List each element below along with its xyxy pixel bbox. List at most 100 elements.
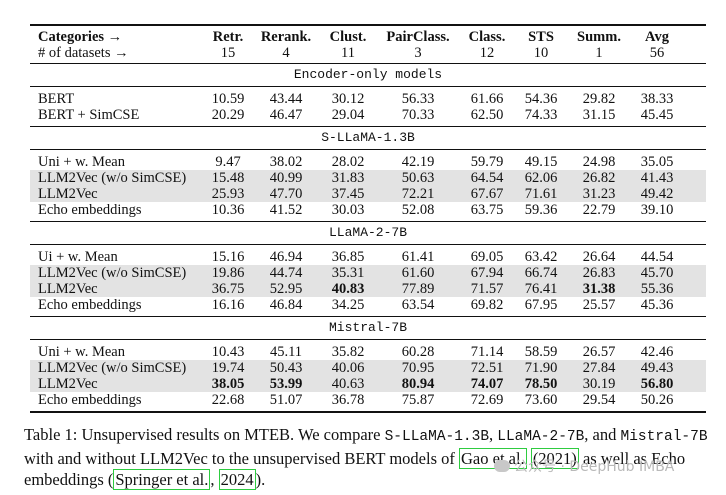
row-highlight bbox=[30, 265, 706, 281]
table-cell: 75.87 bbox=[401, 392, 435, 408]
header-label: Categories → bbox=[38, 29, 123, 45]
table-cell: 59.79 bbox=[470, 154, 504, 170]
table-rule bbox=[30, 244, 706, 245]
model-name-llama2: LLaMA-2-7B bbox=[497, 429, 585, 445]
row-label: # of datasets → bbox=[38, 45, 129, 61]
table-cell: 40.63 bbox=[331, 376, 365, 392]
table-cell: 25.57 bbox=[582, 297, 616, 313]
table-rule bbox=[30, 221, 706, 222]
table-cell: 35.31 bbox=[331, 265, 365, 281]
table-cell: 71.57 bbox=[470, 281, 504, 297]
row-label: BERT bbox=[38, 91, 75, 107]
table-cell: 15 bbox=[220, 45, 236, 61]
table-cell: 49.42 bbox=[640, 186, 674, 202]
row-label: Echo embeddings bbox=[38, 392, 142, 408]
table-rule bbox=[30, 24, 706, 26]
row-label: BERT + SimCSE bbox=[38, 107, 140, 123]
table-cell: 52.08 bbox=[401, 202, 435, 218]
header-cell: Clust. bbox=[329, 29, 367, 45]
table-cell: 56 bbox=[649, 45, 665, 61]
row-highlight bbox=[30, 186, 706, 202]
table-cell: 60.28 bbox=[401, 344, 435, 360]
table-cell: 38.33 bbox=[640, 91, 674, 107]
table-cell: 59.36 bbox=[524, 202, 558, 218]
table-cell: 10.43 bbox=[211, 344, 245, 360]
table-cell: 19.74 bbox=[211, 360, 245, 376]
section-title: LLaMA-2-7B bbox=[328, 225, 407, 240]
table-cell: 39.10 bbox=[640, 202, 674, 218]
table-cell: 62.50 bbox=[470, 107, 504, 123]
table-cell: 38.02 bbox=[269, 154, 303, 170]
table-cell: 10 bbox=[533, 45, 549, 61]
table-cell: 76.41 bbox=[524, 281, 558, 297]
table-cell: 53.99 bbox=[269, 376, 303, 392]
table-cell: 78.50 bbox=[524, 376, 558, 392]
table-cell: 69.82 bbox=[470, 297, 504, 313]
table-cell: 10.36 bbox=[211, 202, 245, 218]
table-rule bbox=[30, 316, 706, 317]
table-rule bbox=[30, 411, 706, 413]
table-cell: 3 bbox=[414, 45, 422, 61]
row-label: Uni + w. Mean bbox=[38, 154, 125, 170]
table-cell: 31.23 bbox=[582, 186, 616, 202]
table-cell: 31.38 bbox=[582, 281, 616, 297]
table-cell: 49.15 bbox=[524, 154, 558, 170]
table-cell: 43.44 bbox=[269, 91, 303, 107]
table-cell: 72.21 bbox=[401, 186, 435, 202]
header-cell: Class. bbox=[468, 29, 506, 45]
table-cell: 45.36 bbox=[640, 297, 674, 313]
table-cell: 11 bbox=[341, 45, 355, 61]
table-cell: 26.83 bbox=[582, 265, 616, 281]
table-cell: 51.07 bbox=[269, 392, 303, 408]
table-cell: 69.05 bbox=[470, 249, 504, 265]
table-cell: 55.36 bbox=[640, 281, 674, 297]
wechat-icon bbox=[494, 460, 510, 472]
table-cell: 41.52 bbox=[269, 202, 303, 218]
table-cell: 30.03 bbox=[331, 202, 365, 218]
table-cell: 36.78 bbox=[331, 392, 365, 408]
citation-springer-year[interactable]: 2024 bbox=[218, 469, 256, 490]
table-cell: 49.43 bbox=[640, 360, 674, 376]
table-cell: 50.43 bbox=[269, 360, 303, 376]
row-label: Echo embeddings bbox=[38, 202, 142, 218]
table-cell: 61.41 bbox=[401, 249, 435, 265]
citation-springer-author[interactable]: Springer et al. bbox=[113, 469, 211, 490]
table-cell: 30.12 bbox=[331, 91, 365, 107]
table-cell: 4 bbox=[282, 45, 290, 61]
table-cell: 42.19 bbox=[401, 154, 435, 170]
table-cell: 12 bbox=[479, 45, 495, 61]
table-cell: 35.05 bbox=[640, 154, 674, 170]
watermark-text: 公众号 · DeepHub IMBA bbox=[514, 459, 675, 475]
table-cell: 62.06 bbox=[524, 170, 558, 186]
table-cell: 38.05 bbox=[211, 376, 245, 392]
table-cell: 15.48 bbox=[211, 170, 245, 186]
table-cell: 72.51 bbox=[470, 360, 504, 376]
header-cell: Retr. bbox=[212, 29, 244, 45]
table-cell: 20.29 bbox=[211, 107, 245, 123]
section-title: S-LLaMA-1.3B bbox=[321, 130, 415, 145]
table-cell: 74.33 bbox=[524, 107, 558, 123]
table-cell: 41.43 bbox=[640, 170, 674, 186]
table-cell: 26.64 bbox=[582, 249, 616, 265]
row-highlight bbox=[30, 170, 706, 186]
header-cell: Rerank. bbox=[260, 29, 312, 45]
table-cell: 63.42 bbox=[524, 249, 558, 265]
table-cell: 47.70 bbox=[269, 186, 303, 202]
table-cell: 22.68 bbox=[211, 392, 245, 408]
citation-gao-year[interactable]: (2021) bbox=[530, 448, 579, 469]
table-cell: 31.83 bbox=[331, 170, 365, 186]
table-cell: 71.14 bbox=[470, 344, 504, 360]
table-cell: 29.82 bbox=[582, 91, 616, 107]
table-cell: 56.80 bbox=[640, 376, 674, 392]
row-label: Uni + w. Mean bbox=[38, 344, 125, 360]
row-label: LLM2Vec bbox=[38, 186, 98, 202]
table-cell: 54.36 bbox=[524, 91, 558, 107]
table-cell: 26.82 bbox=[582, 170, 616, 186]
row-label: LLM2Vec bbox=[38, 281, 98, 297]
table-cell: 16.16 bbox=[211, 297, 245, 313]
table-cell: 19.86 bbox=[211, 265, 245, 281]
table-cell: 34.25 bbox=[331, 297, 365, 313]
table-cell: 26.57 bbox=[582, 344, 616, 360]
table-cell: 22.79 bbox=[582, 202, 616, 218]
